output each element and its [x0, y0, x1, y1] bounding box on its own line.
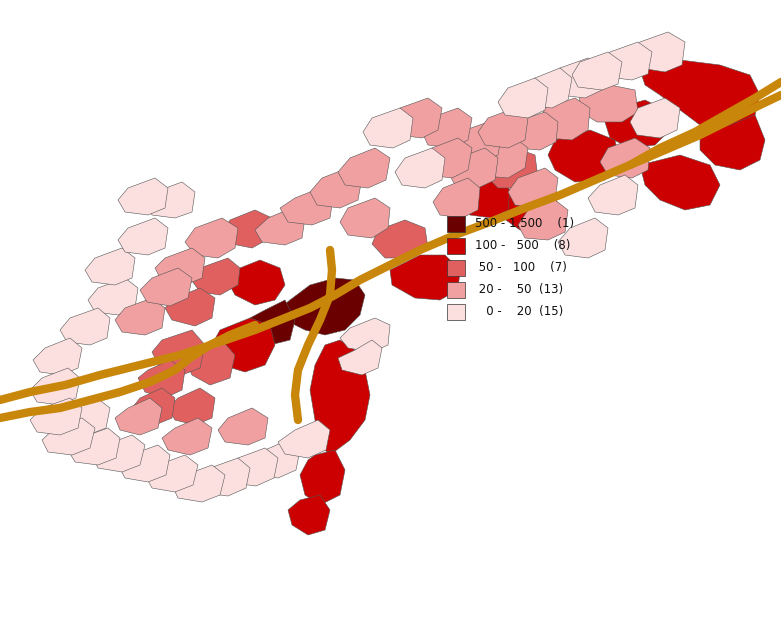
- Polygon shape: [520, 68, 572, 108]
- Bar: [447, 282, 465, 298]
- Bar: [447, 216, 465, 232]
- Polygon shape: [395, 148, 445, 188]
- Polygon shape: [168, 388, 215, 425]
- Polygon shape: [700, 115, 765, 170]
- Polygon shape: [518, 200, 568, 240]
- Polygon shape: [145, 182, 195, 218]
- Polygon shape: [185, 338, 235, 385]
- Polygon shape: [578, 85, 638, 122]
- Polygon shape: [172, 465, 225, 502]
- Polygon shape: [115, 398, 162, 435]
- Polygon shape: [340, 198, 390, 238]
- Polygon shape: [422, 138, 472, 178]
- Polygon shape: [58, 398, 110, 435]
- Bar: [447, 260, 465, 276]
- Polygon shape: [552, 58, 605, 98]
- Text: 100 -   500    (8): 100 - 500 (8): [475, 240, 570, 253]
- Polygon shape: [340, 318, 390, 352]
- Polygon shape: [145, 455, 198, 492]
- Polygon shape: [478, 108, 528, 148]
- Polygon shape: [118, 178, 168, 215]
- Text: 50 -   100    (7): 50 - 100 (7): [475, 261, 567, 274]
- Polygon shape: [538, 98, 590, 140]
- Polygon shape: [310, 168, 362, 208]
- Polygon shape: [185, 218, 238, 258]
- Polygon shape: [118, 445, 170, 482]
- Polygon shape: [288, 495, 330, 535]
- Text: 0 -    20  (15): 0 - 20 (15): [475, 306, 563, 319]
- Polygon shape: [115, 298, 165, 335]
- Polygon shape: [310, 340, 370, 455]
- Text: 500 - 1.500    (1): 500 - 1.500 (1): [475, 217, 574, 230]
- Polygon shape: [422, 108, 472, 148]
- Polygon shape: [338, 148, 390, 188]
- Polygon shape: [605, 100, 670, 148]
- Polygon shape: [222, 210, 272, 248]
- Polygon shape: [42, 418, 95, 455]
- Bar: [447, 304, 465, 320]
- Polygon shape: [92, 435, 145, 472]
- Polygon shape: [280, 188, 333, 225]
- Polygon shape: [363, 108, 413, 148]
- Polygon shape: [450, 122, 502, 162]
- Polygon shape: [433, 178, 480, 218]
- Polygon shape: [278, 420, 330, 458]
- Polygon shape: [280, 278, 365, 335]
- Polygon shape: [548, 130, 620, 182]
- Bar: [447, 238, 465, 254]
- Polygon shape: [255, 208, 305, 245]
- Polygon shape: [30, 398, 82, 435]
- Polygon shape: [507, 112, 558, 150]
- Polygon shape: [640, 60, 760, 130]
- Polygon shape: [508, 168, 558, 208]
- Polygon shape: [485, 148, 538, 188]
- Polygon shape: [558, 218, 608, 258]
- Polygon shape: [632, 32, 685, 72]
- Polygon shape: [132, 388, 175, 425]
- Polygon shape: [462, 178, 510, 218]
- Polygon shape: [33, 338, 82, 375]
- Polygon shape: [138, 360, 185, 398]
- Polygon shape: [155, 248, 205, 285]
- Polygon shape: [372, 220, 428, 258]
- Polygon shape: [250, 300, 295, 345]
- Polygon shape: [600, 42, 652, 80]
- Polygon shape: [248, 440, 300, 478]
- Polygon shape: [198, 458, 250, 496]
- Polygon shape: [218, 408, 268, 445]
- Polygon shape: [588, 175, 638, 215]
- Polygon shape: [392, 98, 442, 138]
- Polygon shape: [118, 218, 168, 255]
- Polygon shape: [338, 340, 382, 375]
- Polygon shape: [572, 52, 622, 90]
- Polygon shape: [503, 185, 558, 230]
- Polygon shape: [600, 138, 650, 178]
- Polygon shape: [300, 450, 345, 505]
- Polygon shape: [162, 418, 212, 455]
- Polygon shape: [190, 258, 240, 295]
- Polygon shape: [152, 330, 205, 375]
- Polygon shape: [210, 318, 275, 372]
- Polygon shape: [85, 248, 135, 285]
- Polygon shape: [390, 255, 460, 300]
- Polygon shape: [228, 260, 285, 305]
- Polygon shape: [630, 98, 680, 138]
- Polygon shape: [640, 155, 720, 210]
- Text: 20 -    50  (13): 20 - 50 (13): [475, 284, 563, 297]
- Polygon shape: [448, 148, 498, 188]
- Polygon shape: [140, 268, 192, 306]
- Polygon shape: [478, 138, 528, 178]
- Polygon shape: [165, 288, 215, 326]
- Polygon shape: [88, 278, 138, 315]
- Polygon shape: [68, 428, 120, 465]
- Polygon shape: [60, 308, 110, 345]
- Polygon shape: [498, 78, 548, 118]
- Polygon shape: [226, 448, 278, 486]
- Polygon shape: [30, 368, 80, 405]
